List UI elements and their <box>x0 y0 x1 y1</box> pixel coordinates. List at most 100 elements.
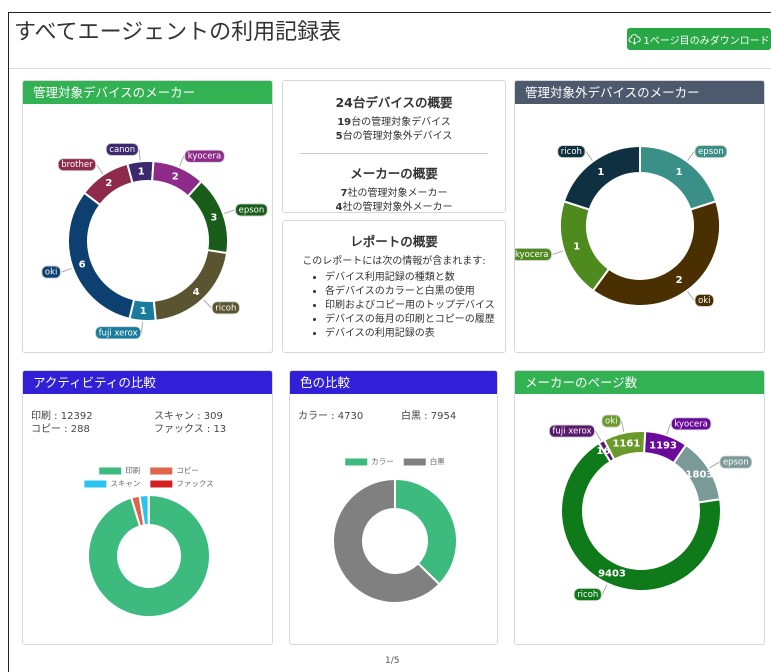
card-header: 管理対象外デバイスのメーカー <box>515 81 764 104</box>
data-label: 9403 <box>598 569 626 580</box>
stat-label: コピー : <box>31 424 68 435</box>
leader-line <box>586 152 592 161</box>
category-label: kyocera <box>188 152 221 162</box>
data-label: 2 <box>172 172 179 183</box>
legend-label: 白黒 <box>430 456 445 466</box>
category-label: ricoh <box>215 303 236 313</box>
stat-label: ファックス : <box>154 424 210 435</box>
device-summary: 24台デバイスの概要 19台の管理対象デバイス 5台の管理対象外デバイス メーカ… <box>282 80 506 213</box>
category-label: canon <box>109 145 135 155</box>
legend-label: スキャン <box>110 479 140 488</box>
stat-label: 白黒 : <box>401 411 428 422</box>
download-icon <box>628 33 641 45</box>
leader-line <box>688 292 694 301</box>
legend-swatch <box>150 481 172 488</box>
data-label: 1 <box>138 166 145 177</box>
leader-line <box>595 431 600 441</box>
card-header: 色の比較 <box>290 371 497 394</box>
count: 19 <box>337 117 351 128</box>
data-label: 1 <box>597 167 604 178</box>
legend-swatch <box>345 459 367 466</box>
stat-label: カラー : <box>298 411 335 422</box>
leader-line <box>61 268 71 272</box>
category-label: brother <box>61 160 93 170</box>
pie-segment <box>395 479 457 584</box>
leader-line <box>139 149 140 160</box>
report-list: デバイス利用記録の種類と数各デバイスのカラーと白黒の使用印刷およびコピー用のトッ… <box>283 271 505 341</box>
category-label: epson <box>723 458 749 468</box>
report-item: 印刷およびコピー用のトップデバイス <box>325 299 505 313</box>
report-item: 各デバイスのカラーと白黒の使用 <box>325 285 505 299</box>
category-label: fuji xerox <box>552 427 591 437</box>
category-label: epson <box>239 205 265 215</box>
card-header: 管理対象デバイスのメーカー <box>23 81 272 104</box>
category-label: ricoh <box>561 147 582 157</box>
legend-swatch <box>404 459 426 466</box>
divider <box>300 153 488 154</box>
data-label: 2 <box>105 178 112 189</box>
pie-segment <box>560 201 609 290</box>
data-label: 1 <box>140 306 147 317</box>
data-label: 6 <box>79 260 86 271</box>
stat-value: 13 <box>213 424 226 435</box>
stat-value: 288 <box>71 424 90 435</box>
summary-title: 24台デバイスの概要 <box>283 92 505 111</box>
leader-line <box>553 251 563 254</box>
report-item: デバイスの毎月の印刷とコピーの履歴 <box>325 313 505 327</box>
data-label: 1161 <box>612 439 640 450</box>
leader-line <box>710 462 719 468</box>
summary-line: 19台の管理対象デバイス <box>283 116 505 130</box>
count: 5 <box>336 131 343 142</box>
leader-line <box>667 424 671 434</box>
category-label: oki <box>605 417 617 427</box>
summary-line: 4社の管理対象外メーカー <box>283 201 505 215</box>
download-button[interactable]: 1ページ目のみダウンロード <box>627 28 771 50</box>
leader-line <box>622 421 624 432</box>
leader-line <box>602 584 607 594</box>
category-label: fuji xerox <box>99 328 138 338</box>
legend-label: カラー <box>371 457 394 466</box>
pie-segment <box>593 201 720 306</box>
summary-line: 5台の管理対象外デバイス <box>283 130 505 144</box>
legend-label: ファックス <box>176 479 213 488</box>
card-header: アクティビティの比較 <box>23 371 272 394</box>
legend-label: 印刷 <box>125 465 140 475</box>
report-summary: レポートの概要 このレポートには次の情報が含まれます: デバイス利用記録の種類と… <box>282 220 506 353</box>
report-item: デバイス利用記録の種類と数 <box>325 271 505 285</box>
stat: ファックス : 13 <box>154 420 226 435</box>
pie-segment <box>68 193 134 319</box>
legend-swatch <box>84 481 106 488</box>
stat-value: 7954 <box>431 411 456 422</box>
leader-line <box>224 210 234 214</box>
page-title: すべてエージェントの利用記録表 <box>14 14 341 46</box>
pie-segment <box>188 181 228 253</box>
page-number: 1/5 <box>385 656 399 666</box>
text: 社の管理対象外メーカー <box>342 202 452 213</box>
leader-line <box>142 322 143 333</box>
report-title: レポートの概要 <box>283 231 505 250</box>
stat-value: 4730 <box>338 411 363 422</box>
stat: コピー : 288 <box>31 420 90 435</box>
legend-label: コピー <box>176 466 199 475</box>
leader-line <box>180 156 184 166</box>
text: 台の管理対象外デバイス <box>343 131 453 142</box>
category-label: kyocera <box>515 250 548 260</box>
text: 社の管理対象メーカー <box>347 188 447 199</box>
data-label: 1193 <box>649 441 677 452</box>
chart-card: 色の比較カラー 白黒 カラー : 4730 白黒 : 7954 <box>289 370 498 645</box>
stat: カラー : 4730 <box>298 407 363 422</box>
chart-card: 管理対象デバイスのメーカー 1 canon 2 kyocera 3 epson 4 ricoh 1… <box>22 80 273 353</box>
data-label: 3 <box>210 212 217 223</box>
chart: カラー 白黒 <box>290 394 497 644</box>
stat: 白黒 : 7954 <box>401 407 456 422</box>
download-label: 1ページ目のみダウンロード <box>643 32 769 47</box>
text: 台の管理対象デバイス <box>351 117 451 128</box>
summary-line: 7社の管理対象メーカー <box>283 187 505 201</box>
data-label: 4 <box>193 287 200 298</box>
